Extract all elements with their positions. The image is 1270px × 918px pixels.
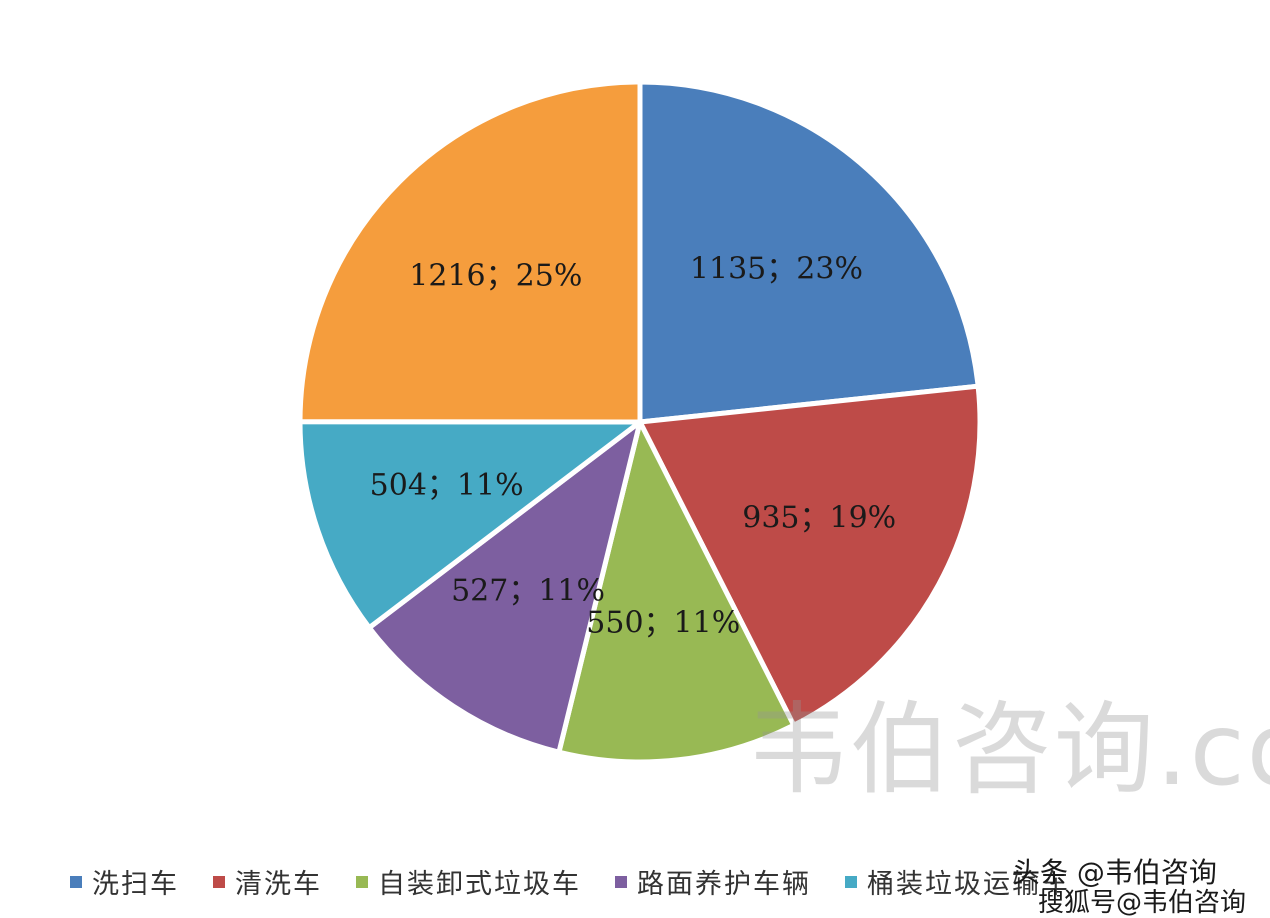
- legend: 洗扫车 清洗车 自装卸式垃圾车 路面养护车辆 桶装垃圾运输车: [70, 862, 1104, 901]
- legend-item-2: 清洗车: [213, 862, 322, 901]
- legend-swatch: [213, 875, 225, 888]
- pie-slice-4: [366, 419, 643, 755]
- legend-swatch: [845, 875, 857, 888]
- legend-swatch: [615, 875, 627, 888]
- pie-slice-1: [637, 79, 981, 425]
- slice-data-label-3: 550；11%: [586, 606, 740, 641]
- legend-item-4: 路面养护车辆: [615, 862, 811, 901]
- pie-slice-3: [556, 419, 797, 765]
- legend-swatch: [70, 875, 82, 888]
- slice-data-label-1: 1135；23%: [690, 251, 863, 286]
- legend-label: 洗扫车: [92, 869, 179, 900]
- legend-label: 路面养护车辆: [637, 869, 811, 900]
- pie-slice-2: [637, 383, 983, 728]
- watermark: 韦伯咨询.com: [748, 691, 1270, 808]
- pie-slice-5: [297, 419, 643, 631]
- slice-data-label-4: 527；11%: [451, 574, 605, 609]
- source-credit: 头条 @韦伯咨询 搜狐号@韦伯咨询: [1012, 858, 1246, 918]
- credit-line-1: 头条 @韦伯咨询: [1012, 856, 1217, 889]
- slice-data-label-2: 935；19%: [742, 500, 896, 535]
- legend-item-3: 自装卸式垃圾车: [356, 862, 581, 901]
- credit-line-2: 搜狐号@韦伯咨询: [1038, 888, 1247, 918]
- pie-labels: 1135；23% 935；19% 550；11%527；11% 504；11% 1216…: [370, 251, 897, 640]
- pie-slice-6: [297, 79, 643, 425]
- legend-swatch: [356, 875, 368, 888]
- slice-data-label-6: 1216；25%: [409, 259, 582, 294]
- legend-label: 桶装垃圾运输车: [867, 869, 1070, 900]
- legend-item-1: 洗扫车: [70, 862, 179, 901]
- legend-label: 清洗车: [235, 869, 322, 900]
- legend-item-5: 桶装垃圾运输车: [845, 862, 1070, 901]
- pie-slices: [297, 79, 983, 765]
- slice-data-label-5: 504；11%: [370, 468, 524, 503]
- legend-label: 自装卸式垃圾车: [378, 869, 581, 900]
